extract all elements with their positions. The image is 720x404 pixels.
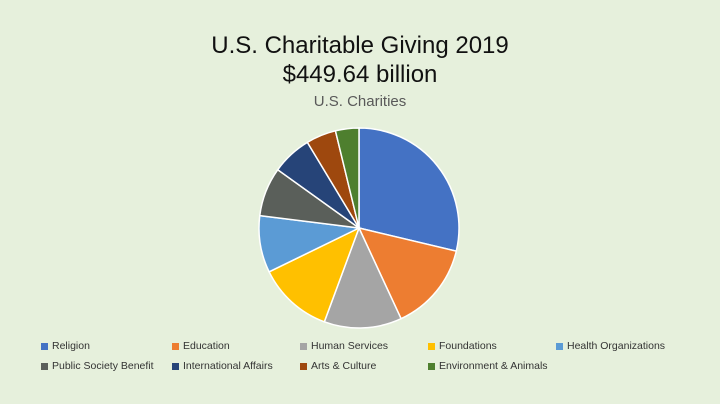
legend-item-health-organizations: Health Organizations [556,340,665,352]
legend-label: Public Society Benefit [52,360,154,372]
legend-swatch [41,342,48,350]
legend-label: Environment & Animals [439,360,548,372]
legend-item-public-society-benefit: Public Society Benefit [41,360,154,372]
legend-item-human-services: Human Services [300,340,388,352]
slide-subtitle-total: $449.64 billion [282,61,438,88]
legend-swatch [556,342,563,350]
pie-slice-human-services [323,226,403,329]
legend-item-international-affairs: International Affairs [172,360,273,372]
legend-swatch [300,362,307,370]
legend-label: Religion [52,340,90,352]
legend-label: Education [183,340,230,352]
legend-swatch [172,362,179,370]
pie-slice-religion [358,127,460,253]
legend-item-religion: Religion [41,340,90,352]
legend-label: International Affairs [183,360,273,372]
legend-label: Human Services [311,340,389,352]
legend-item-environment-animals: Environment & Animals [428,360,548,372]
legend-swatch [428,362,435,370]
legend-swatch [300,342,307,350]
pie-slice-foundations [268,226,361,323]
legend-label: Foundations [439,340,497,352]
legend-swatch [172,342,179,350]
legend-swatch [41,362,48,370]
pie-slice-education [357,226,458,320]
legend-item-foundations: Foundations [428,340,497,352]
slide-title: U.S. Charitable Giving 2019 [211,32,509,59]
pie-slice-environment-animals [334,127,360,229]
legend-swatch [428,342,435,350]
legend-label: Health Organizations [567,340,666,352]
legend-label: Arts & Culture [311,360,377,372]
chart-title: U.S. Charities [313,93,407,110]
legend-item-education: Education [172,340,230,352]
legend-item-arts-culture: Arts & Culture [300,360,376,372]
